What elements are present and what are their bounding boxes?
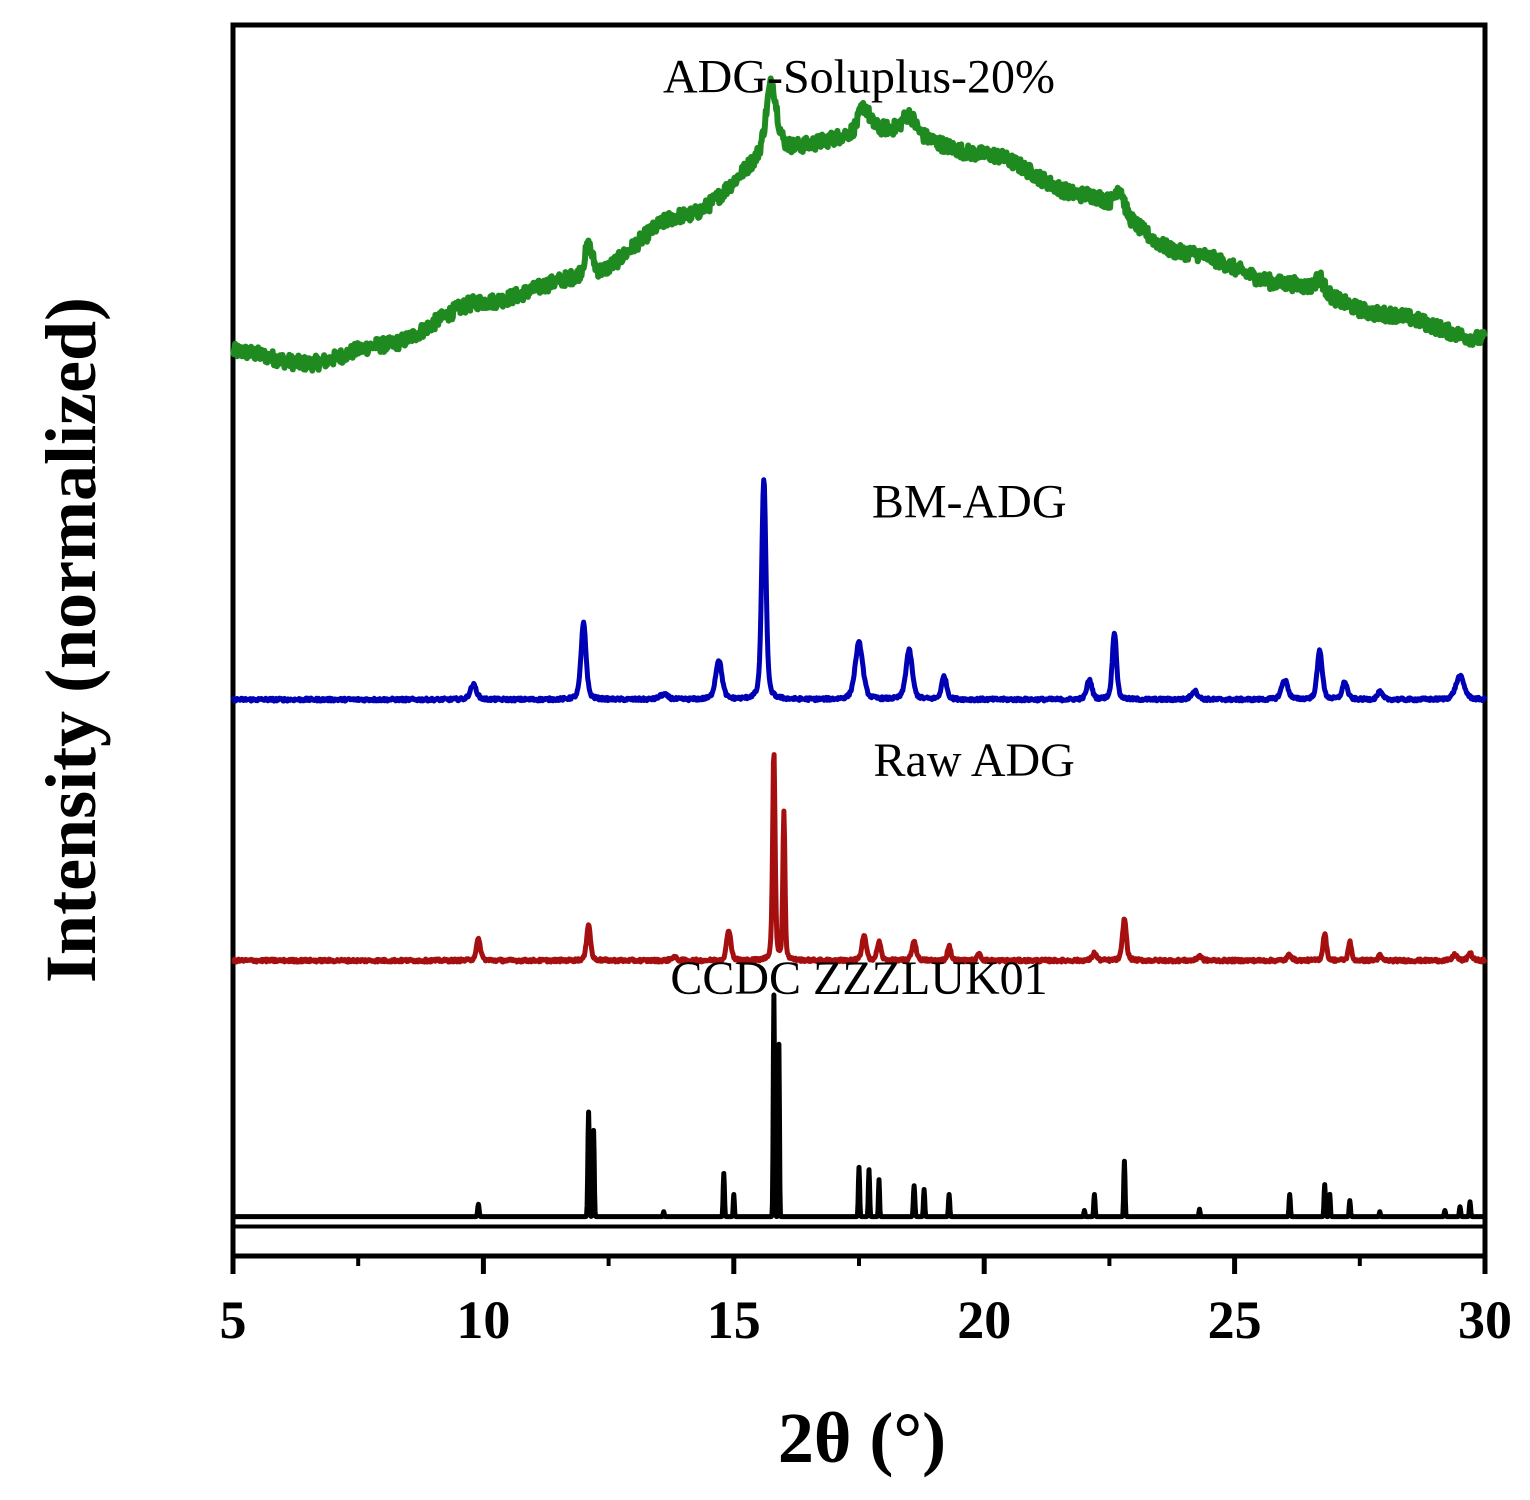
series-line-1: [230, 477, 1488, 704]
x-axis-title: 2θ (°): [778, 1398, 946, 1478]
series-label-3: CCDC ZZZLUK01: [670, 952, 1047, 1005]
x-tick-label-4: 25: [1208, 1290, 1262, 1350]
x-tick-label-5: 30: [1458, 1290, 1512, 1350]
series-2: Raw ADG: [231, 734, 1488, 965]
series-label-2: Raw ADG: [874, 734, 1075, 787]
series-label-0: ADG-Soluplus-20%: [663, 51, 1055, 104]
y-axis-title: Intensity (normalized): [31, 297, 111, 983]
series-line-2: [231, 752, 1488, 965]
x-tick-label-1: 10: [456, 1290, 510, 1350]
series-line-3: [231, 992, 1487, 1220]
series-1: BM-ADG: [230, 475, 1488, 704]
series-3: CCDC ZZZLUK01: [231, 952, 1487, 1220]
series-label-1: BM-ADG: [872, 475, 1067, 528]
x-tick-label-2: 15: [707, 1290, 761, 1350]
x-tick-label-0: 5: [220, 1290, 247, 1350]
series-line-0: [230, 75, 1488, 374]
x-tick-label-3: 20: [957, 1290, 1011, 1350]
series-0: ADG-Soluplus-20%: [230, 51, 1488, 374]
